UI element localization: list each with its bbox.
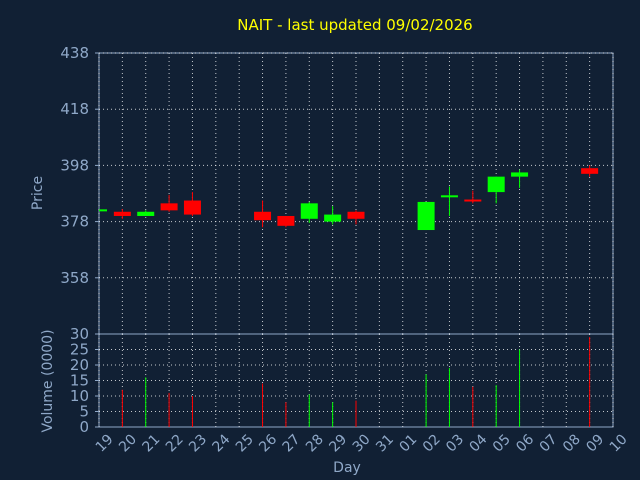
x-tick-label: 05 — [490, 431, 514, 455]
x-tick-label: 20 — [116, 431, 140, 455]
price-tick-label: 378 — [60, 213, 89, 231]
x-tick-label: 21 — [139, 431, 163, 455]
volume-tick-label: 5 — [79, 403, 89, 421]
x-tick-label: 28 — [303, 431, 327, 455]
candle-body — [347, 211, 365, 219]
price-tick-label: 438 — [60, 44, 89, 62]
x-tick-label: 03 — [443, 431, 467, 455]
x-tick-label: 08 — [560, 431, 584, 455]
volume-tick-label: 25 — [70, 341, 89, 359]
x-tick-label: 24 — [210, 431, 234, 455]
candle-body — [581, 168, 599, 174]
x-tick-label: 19 — [93, 431, 117, 455]
candle-body — [113, 211, 131, 216]
x-tick-label: 29 — [326, 431, 350, 455]
x-tick-label: 01 — [396, 431, 420, 455]
candle-body — [137, 211, 155, 216]
x-tick-label: 10 — [607, 431, 631, 455]
x-axis-label: Day — [333, 460, 361, 476]
candle-body — [300, 203, 318, 219]
volume-axis-label: Volume (0000) — [40, 329, 56, 432]
x-tick-label: 06 — [513, 431, 537, 455]
candle-body — [99, 209, 107, 212]
candle-body — [254, 211, 272, 221]
x-tick-label: 23 — [186, 431, 210, 455]
volume-tick-label: 30 — [70, 325, 89, 343]
candle-body — [160, 203, 178, 211]
price-tick-label: 418 — [60, 100, 89, 118]
candle-body — [511, 172, 529, 177]
chart-title: NAIT - last updated 09/02/2026 — [237, 16, 472, 34]
price-tick-label: 358 — [60, 269, 89, 287]
candle-body — [277, 215, 295, 226]
volume-tick-label: 10 — [70, 387, 89, 405]
volume-tick-label: 0 — [79, 418, 89, 436]
volume-tick-label: 20 — [70, 356, 89, 374]
x-tick-label: 09 — [583, 431, 607, 455]
x-tick-label: 31 — [373, 431, 397, 455]
x-tick-label: 07 — [537, 431, 561, 455]
x-tick-label: 26 — [256, 431, 280, 455]
x-tick-label: 27 — [280, 431, 304, 455]
price-axis-label: Price — [30, 176, 46, 210]
x-tick-label: 04 — [467, 431, 491, 455]
price-tick-label: 398 — [60, 156, 89, 174]
x-tick-label: 02 — [420, 431, 444, 455]
candle-body — [440, 195, 458, 198]
x-axis-ticks: 19 20 21 22 23 24 25 26 27 28 29 30 31 01 02 03 04 05 06 07… — [93, 431, 631, 455]
x-tick-label: 30 — [350, 431, 374, 455]
x-tick-label: 22 — [163, 431, 187, 455]
candle-body — [324, 214, 342, 222]
candle-body — [417, 201, 435, 231]
x-tick-label: 25 — [233, 431, 257, 455]
candle-body — [487, 176, 505, 193]
candle-body — [464, 199, 482, 202]
candle-body — [183, 200, 201, 215]
price-panel: 358 378 398 418 438 — [60, 44, 614, 335]
volume-tick-label: 15 — [70, 372, 89, 390]
